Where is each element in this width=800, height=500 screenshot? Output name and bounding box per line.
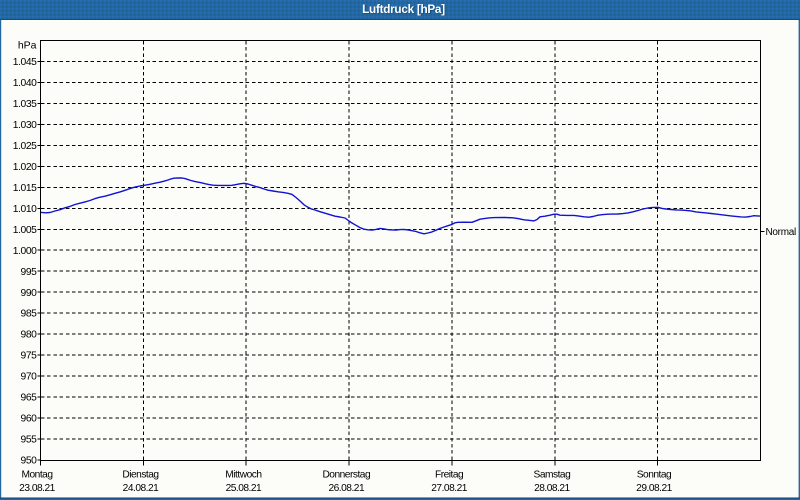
svg-text:23.08.21: 23.08.21 <box>19 483 55 494</box>
svg-text:26.08.21: 26.08.21 <box>328 483 364 494</box>
svg-text:Mittwoch: Mittwoch <box>225 470 261 481</box>
svg-text:Samstag: Samstag <box>534 470 572 481</box>
svg-text:970: 970 <box>21 372 38 383</box>
svg-text:24.08.21: 24.08.21 <box>123 483 159 494</box>
svg-text:Luftdruck [hPa]: Luftdruck [hPa] <box>363 3 446 17</box>
svg-text:29.08.21: 29.08.21 <box>636 483 672 494</box>
svg-text:955: 955 <box>21 435 38 446</box>
svg-text:1.005: 1.005 <box>13 225 37 236</box>
svg-text:28.08.21: 28.08.21 <box>534 483 570 494</box>
svg-text:950: 950 <box>21 456 38 467</box>
svg-text:995: 995 <box>21 267 38 278</box>
svg-text:1.025: 1.025 <box>13 141 37 152</box>
svg-text:990: 990 <box>21 288 38 299</box>
svg-text:Luftdruck [hPa]: Luftdruck [hPa] <box>362 2 445 16</box>
svg-text:960: 960 <box>21 414 38 425</box>
svg-text:1.010: 1.010 <box>13 204 37 215</box>
svg-text:1.030: 1.030 <box>13 120 37 131</box>
svg-text:Donnerstag: Donnerstag <box>322 470 371 481</box>
svg-text:1.040: 1.040 <box>13 78 37 89</box>
svg-text:1.015: 1.015 <box>13 183 37 194</box>
svg-text:Freitag: Freitag <box>435 470 464 481</box>
svg-text:Sonntag: Sonntag <box>637 470 672 481</box>
svg-text:1.035: 1.035 <box>13 99 37 110</box>
svg-text:1.000: 1.000 <box>13 246 37 257</box>
svg-text:980: 980 <box>21 330 38 341</box>
svg-text:Normal: Normal <box>766 227 797 238</box>
svg-text:Montag: Montag <box>22 470 54 481</box>
svg-text:975: 975 <box>21 351 38 362</box>
svg-text:hPa: hPa <box>18 40 37 52</box>
svg-text:Dienstag: Dienstag <box>122 470 159 481</box>
svg-text:25.08.21: 25.08.21 <box>226 483 262 494</box>
svg-text:1.020: 1.020 <box>13 162 37 173</box>
svg-text:1.045: 1.045 <box>13 57 37 68</box>
svg-text:965: 965 <box>21 393 38 404</box>
svg-text:985: 985 <box>21 309 38 320</box>
svg-text:27.08.21: 27.08.21 <box>431 483 467 494</box>
